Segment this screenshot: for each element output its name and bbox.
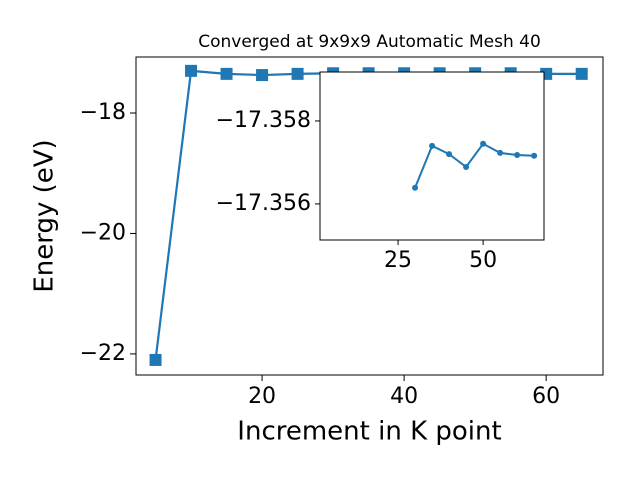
axes-frame: [319, 71, 545, 241]
x-tick-label: 50: [469, 248, 497, 273]
marker: [149, 353, 162, 366]
marker: [256, 69, 269, 82]
marker: [291, 67, 304, 80]
marker: [480, 140, 487, 147]
x-tick-label: 60: [532, 384, 560, 409]
y-axis-label: Energy (eV): [30, 139, 60, 292]
x-tick-label: 40: [390, 384, 418, 409]
marker: [463, 163, 470, 170]
chart-title: Converged at 9x9x9 Automatic Mesh 40: [198, 32, 541, 52]
marker: [185, 64, 198, 77]
marker: [220, 67, 233, 80]
x-tick-label: 20: [248, 384, 276, 409]
y-tick-label: −22: [80, 341, 126, 366]
marker: [514, 151, 521, 158]
marker: [497, 149, 504, 156]
y-tick-label: −17.358: [216, 108, 311, 133]
marker: [575, 67, 588, 80]
series: [412, 140, 538, 191]
y-tick-label: −20: [80, 220, 126, 245]
y-tick-label: −17.356: [216, 191, 311, 216]
x-axis-label: Increment in K point: [237, 417, 501, 447]
axes-frame: [135, 56, 604, 376]
marker: [412, 184, 419, 191]
y-tick-label: −18: [80, 100, 126, 125]
marker: [429, 142, 436, 149]
plot-area: [320, 72, 544, 240]
x-tick-label: 25: [384, 248, 412, 273]
marker: [531, 152, 538, 159]
marker: [446, 151, 453, 158]
